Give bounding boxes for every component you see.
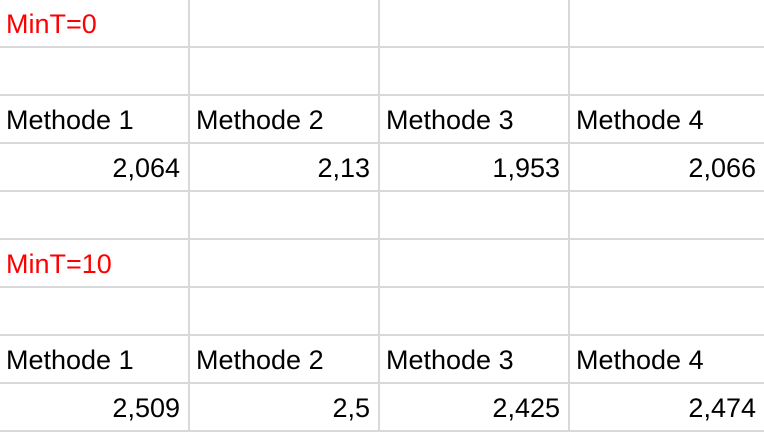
header-row: Methode 1 Methode 2 Methode 3 Methode 4	[0, 96, 764, 144]
header-cell-methode-3[interactable]: Methode 3	[380, 96, 570, 144]
empty-cell[interactable]	[190, 288, 380, 336]
empty-cell[interactable]	[380, 48, 570, 96]
empty-cell[interactable]	[380, 192, 570, 240]
empty-cell[interactable]	[570, 0, 764, 48]
sheet-row	[0, 48, 764, 96]
empty-cell[interactable]	[570, 48, 764, 96]
header-cell-methode-1[interactable]: Methode 1	[0, 96, 190, 144]
header-cell-methode-2[interactable]: Methode 2	[190, 96, 380, 144]
empty-cell[interactable]	[380, 0, 570, 48]
empty-cell[interactable]	[190, 240, 380, 288]
sheet-row: MinT=0	[0, 0, 764, 48]
empty-cell[interactable]	[0, 288, 190, 336]
empty-cell[interactable]	[380, 240, 570, 288]
header-cell-methode-3[interactable]: Methode 3	[380, 336, 570, 384]
empty-cell[interactable]	[0, 192, 190, 240]
value-cell-methode-4[interactable]: 2,066	[570, 144, 764, 192]
value-cell-methode-3[interactable]: 1,953	[380, 144, 570, 192]
empty-cell[interactable]	[570, 240, 764, 288]
empty-cell[interactable]	[190, 0, 380, 48]
value-cell-methode-2[interactable]: 2,5	[190, 384, 380, 432]
empty-cell[interactable]	[570, 192, 764, 240]
empty-cell[interactable]	[190, 48, 380, 96]
sheet-row	[0, 192, 764, 240]
value-cell-methode-1[interactable]: 2,509	[0, 384, 190, 432]
header-cell-methode-4[interactable]: Methode 4	[570, 336, 764, 384]
header-cell-methode-4[interactable]: Methode 4	[570, 96, 764, 144]
value-row: 2,064 2,13 1,953 2,066	[0, 144, 764, 192]
header-row: Methode 1 Methode 2 Methode 3 Methode 4	[0, 336, 764, 384]
section-label-cell[interactable]: MinT=10	[0, 240, 190, 288]
value-cell-methode-4[interactable]: 2,474	[570, 384, 764, 432]
header-cell-methode-1[interactable]: Methode 1	[0, 336, 190, 384]
value-cell-methode-3[interactable]: 2,425	[380, 384, 570, 432]
header-cell-methode-2[interactable]: Methode 2	[190, 336, 380, 384]
value-cell-methode-1[interactable]: 2,064	[0, 144, 190, 192]
value-cell-methode-2[interactable]: 2,13	[190, 144, 380, 192]
section-label-cell[interactable]: MinT=0	[0, 0, 190, 48]
sheet-row	[0, 288, 764, 336]
empty-cell[interactable]	[380, 288, 570, 336]
empty-cell[interactable]	[0, 48, 190, 96]
sheet-row: MinT=10	[0, 240, 764, 288]
value-row: 2,509 2,5 2,425 2,474	[0, 384, 764, 432]
empty-cell[interactable]	[190, 192, 380, 240]
empty-cell[interactable]	[570, 288, 764, 336]
